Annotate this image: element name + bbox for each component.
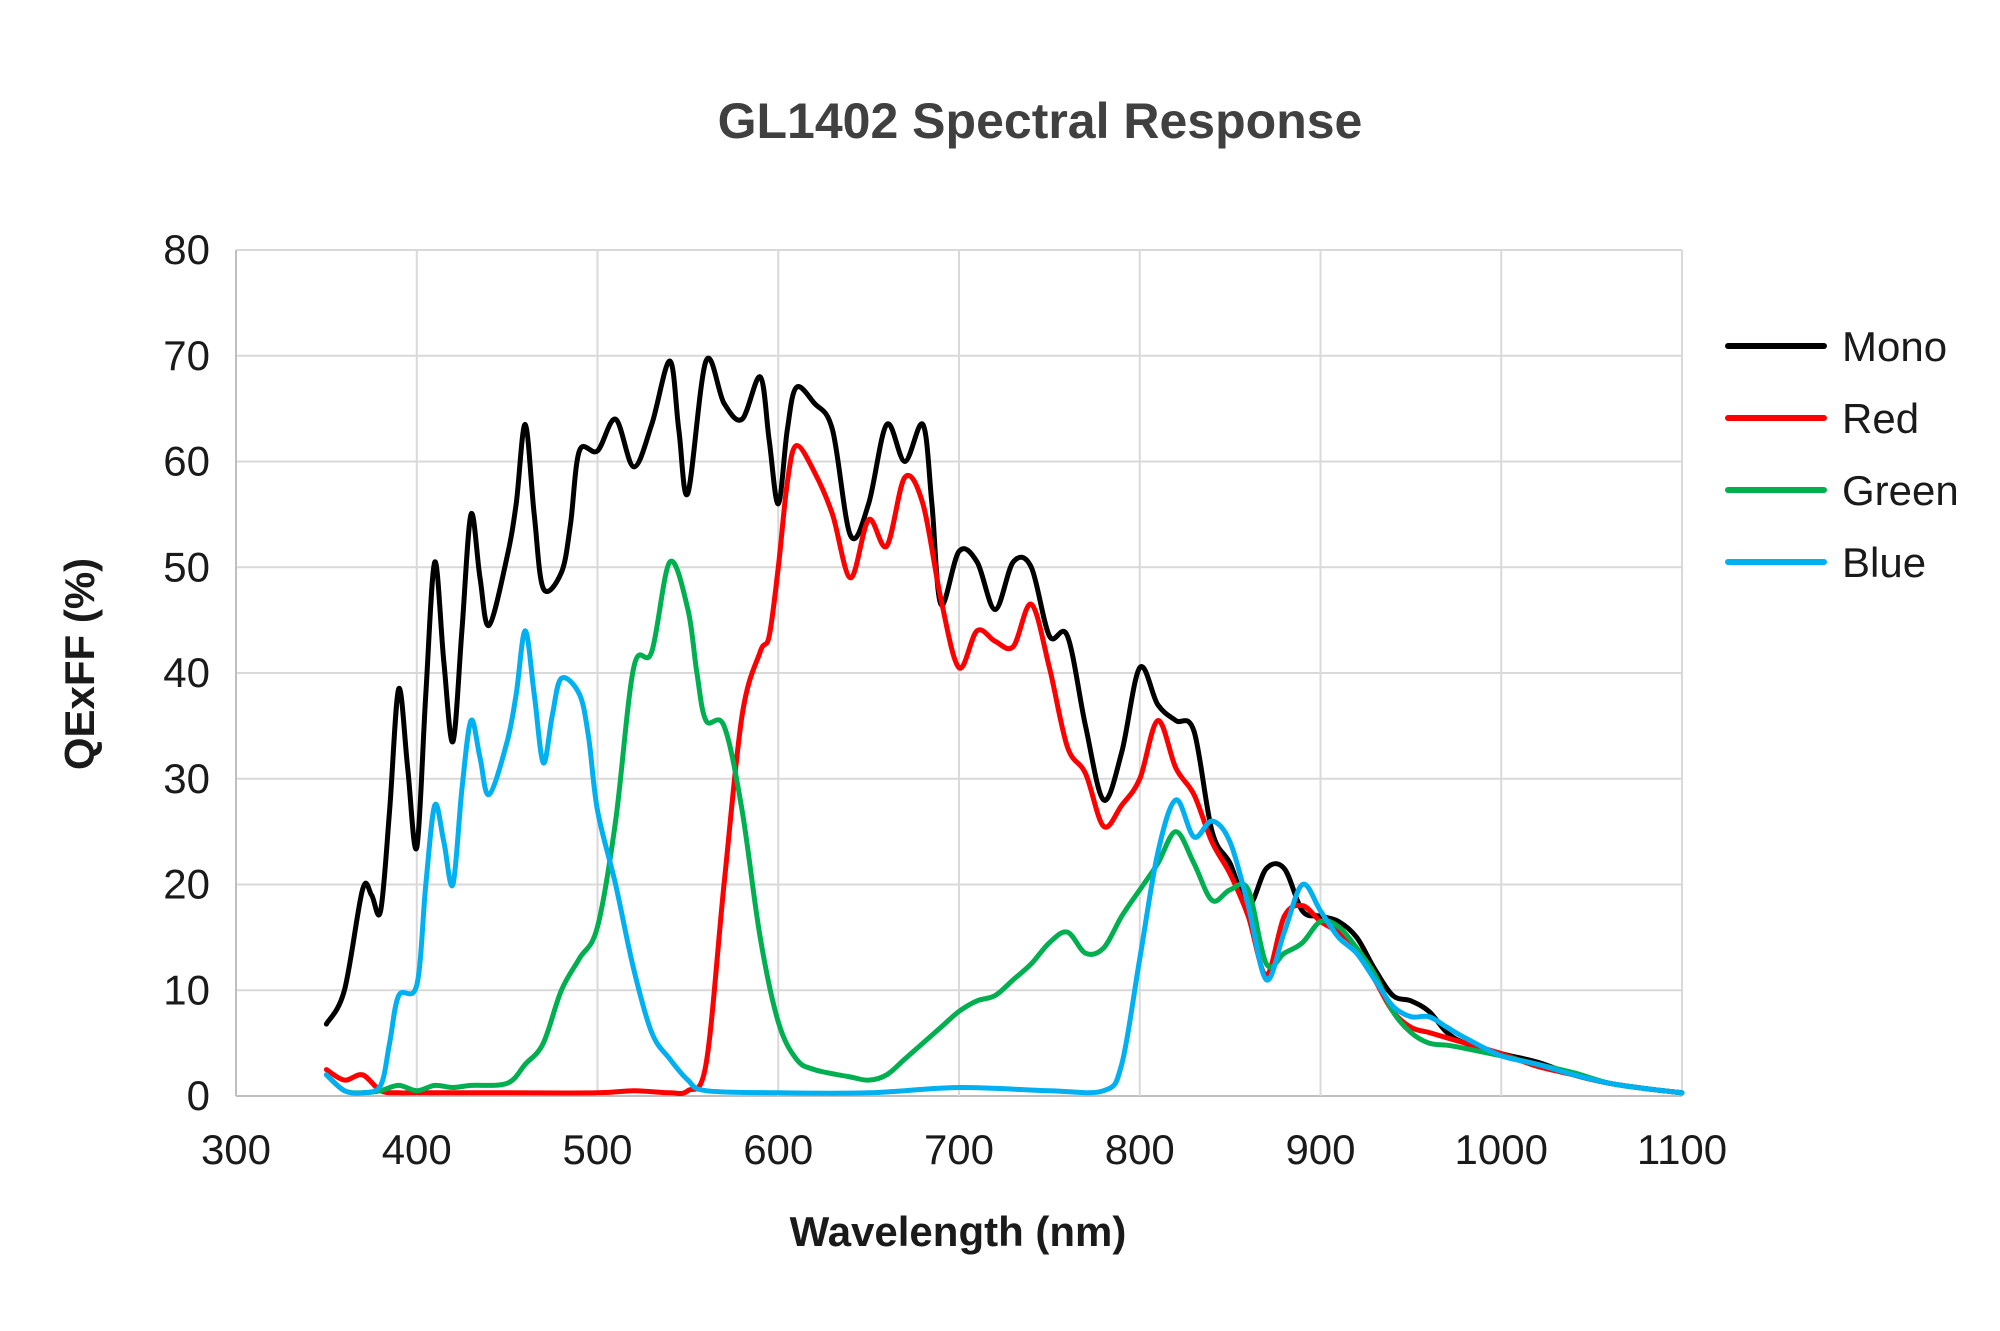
x-tick-label: 300 [201, 1126, 271, 1173]
y-tick-label: 0 [187, 1072, 210, 1119]
x-tick-label: 700 [924, 1126, 994, 1173]
legend-item-mono: Mono [1725, 323, 1947, 370]
x-tick-label: 500 [562, 1126, 632, 1173]
y-axis-title: QExFF (%) [56, 558, 103, 770]
y-tick-label: 70 [163, 332, 210, 379]
y-tick-label: 80 [163, 226, 210, 273]
series-line-blue [323, 628, 1685, 1096]
legend-item-green: Green [1725, 467, 1959, 514]
x-tick-label: 400 [382, 1126, 452, 1173]
y-tick-label: 50 [163, 543, 210, 590]
chart-title: GL1402 Spectral Response [718, 93, 1363, 149]
legend-label: Red [1842, 395, 1919, 442]
legend-label: Green [1842, 467, 1959, 514]
series-line-red [323, 443, 1685, 1097]
legend-label: Blue [1842, 539, 1926, 586]
legend-item-red: Red [1725, 395, 1919, 442]
x-tick-label: 600 [743, 1126, 813, 1173]
series-line-green [323, 558, 1685, 1096]
x-tick-labels: 300 400 500 600 700 800 900 1000 1100 [201, 1126, 1727, 1173]
y-tick-label: 40 [163, 649, 210, 696]
y-tick-labels: 0 10 20 30 40 50 60 70 80 [163, 226, 210, 1119]
legend-label: Mono [1842, 323, 1947, 370]
grid-layer [235, 249, 1683, 1097]
y-tick-label: 20 [163, 861, 210, 908]
legend: Mono Red Green Blue [1725, 323, 1959, 586]
y-tick-label: 10 [163, 966, 210, 1013]
x-tick-label: 900 [1285, 1126, 1355, 1173]
x-axis-title: Wavelength (nm) [790, 1208, 1127, 1255]
x-tick-label: 800 [1105, 1126, 1175, 1173]
x-tick-label: 1100 [1637, 1126, 1727, 1173]
y-tick-label: 60 [163, 438, 210, 485]
series-layer [323, 355, 1685, 1097]
legend-item-blue: Blue [1725, 539, 1926, 586]
x-tick-label: 1000 [1455, 1126, 1548, 1173]
y-tick-label: 30 [163, 755, 210, 802]
series-line-mono [323, 355, 1685, 1096]
